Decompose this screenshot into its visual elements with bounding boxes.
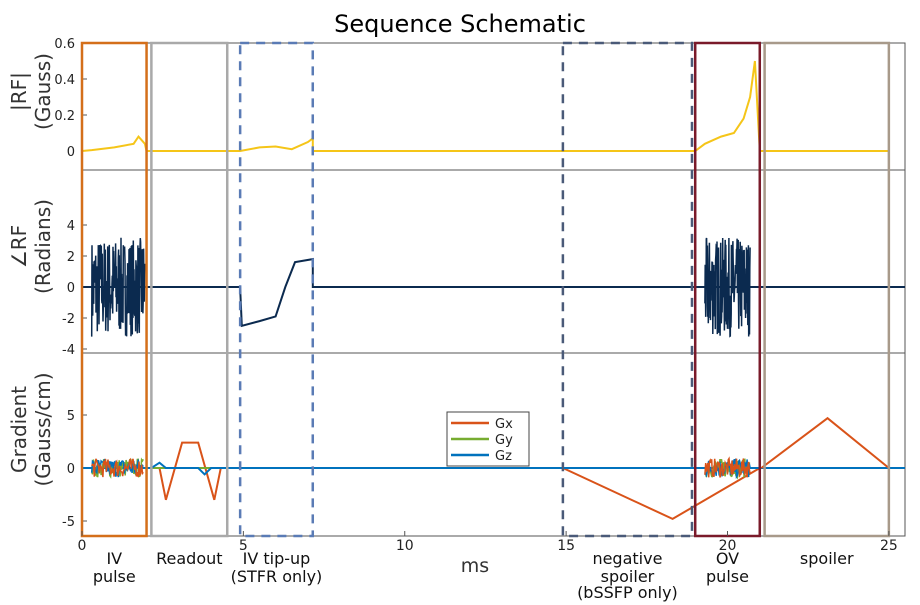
legend-label-gx: Gx — [495, 417, 513, 432]
segment-box-spoiler — [763, 41, 891, 538]
series-line-rf — [82, 257, 905, 328]
y-tick-label: 5 — [67, 409, 75, 424]
segment-label-line1: spoiler — [800, 549, 854, 568]
y-tick-label: -4 — [62, 343, 75, 358]
spoiler-gradient-line — [760, 416, 890, 469]
panels-group: 0.6 0.4 0.2 0 |RF| (Gauss) 4 2 0 -2 -4 ∠RF (Radians)… — [7, 37, 906, 537]
segment-label-line1: IV tip-up — [243, 549, 311, 568]
chart-title: Sequence Schematic — [334, 10, 586, 38]
x-tick-label: 5 — [239, 538, 248, 554]
panel-frame-rf-phase — [81, 169, 906, 354]
segment-label-line1: negative — [592, 549, 662, 568]
x-tick-label: 10 — [396, 538, 414, 554]
y-tick-label: -2 — [62, 312, 75, 327]
y-axis-label-line1: ∠RF — [7, 225, 31, 268]
x-axis-label: ms — [461, 555, 489, 577]
segment-label-line2: spoiler — [601, 567, 655, 586]
y-tick-label: 4 — [67, 219, 75, 234]
x-axis: 0 5 10 15 20 25 — [78, 531, 898, 554]
segment-label-line1: Readout — [156, 549, 222, 568]
segment-label-line2: (STFR only) — [231, 567, 323, 586]
y-tick-label: 0 — [67, 145, 75, 160]
legend-label-gy: Gy — [495, 433, 513, 448]
segment-readout: Readout — [150, 41, 229, 568]
x-tick-label: 0 — [78, 538, 87, 554]
y-axis-label-line1: Gradient — [7, 386, 31, 473]
segment-label-line1: IV — [106, 549, 122, 568]
y-tick-label: 2 — [67, 250, 75, 265]
segment-iv-tip-up: IV tip-up(STFR only) — [231, 41, 323, 586]
y-tick-label: 0.6 — [54, 37, 75, 52]
y-axis-label-line2: (Radians) — [31, 199, 55, 294]
x-tick-label: 25 — [880, 538, 898, 554]
segment-box-negative-spoiler — [561, 41, 694, 538]
legend-label-gz: Gz — [495, 449, 512, 464]
panel-rf-phase: 4 2 0 -2 -4 ∠RF (Radians) — [7, 169, 906, 358]
segment-label-line1: OV — [716, 549, 739, 568]
y-tick-label: 0 — [67, 281, 75, 296]
y-axis-label-line1: |RF| — [7, 72, 31, 111]
y-axis-label-line2: (Gauss) — [31, 53, 55, 130]
gradient-burst-iv-gx — [91, 457, 144, 478]
segment-label-line2: pulse — [706, 567, 749, 586]
y-tick-label: 0.2 — [54, 109, 75, 124]
y-tick-label: 0 — [67, 462, 75, 477]
gradient-burst-ov-gx — [704, 456, 751, 478]
segment-spoiler: spoiler — [763, 41, 891, 568]
y-axis-label-line2: (Gauss/cm) — [31, 372, 55, 486]
phase-burst-iv — [90, 237, 146, 337]
series-line-gz — [82, 461, 905, 476]
x-tick-label: 20 — [719, 538, 737, 554]
segment-label-line2: pulse — [93, 567, 136, 586]
segment-label-line3: (bSSFP only) — [577, 583, 678, 602]
segment-box-readout — [150, 41, 229, 538]
segment-box-iv-pulse — [80, 41, 148, 538]
y-tick-label: -5 — [62, 515, 75, 530]
series-line-rf — [81, 60, 889, 152]
phase-burst-ov — [704, 237, 751, 338]
x-tick-label: 15 — [557, 538, 575, 554]
segment-box-iv-tip-up — [238, 41, 315, 538]
y-tick-label: 0.4 — [54, 73, 75, 88]
